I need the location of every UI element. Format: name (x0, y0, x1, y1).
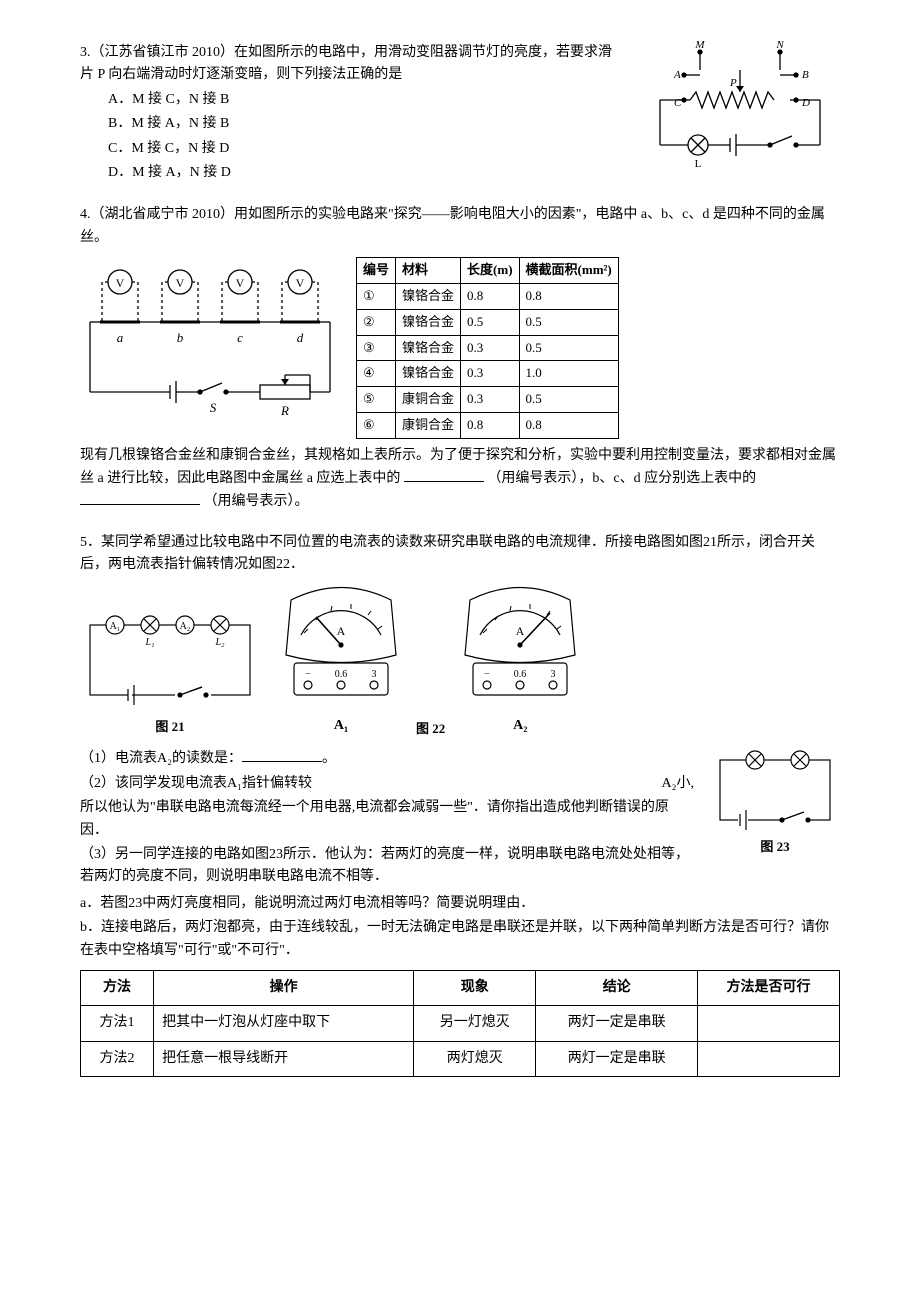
a2-label: A₂ (455, 715, 585, 737)
q4-th-length: 长度(m) (461, 258, 520, 284)
q4-th-material: 材料 (396, 258, 461, 284)
svg-text:b: b (177, 330, 184, 345)
label-N: N (775, 40, 784, 51)
q3-choice-a: A．M 接 C，N 接 B (108, 89, 624, 111)
q4-circuit-diagram: V V V V (80, 257, 340, 427)
q4-stem2: 现有几根镍铬合金丝和康铜合金丝，其规格如上表所示。为了便于探究和分析，实验中要利… (80, 445, 840, 514)
label-D: D (801, 97, 810, 109)
q5-methods-table: 方法 操作 现象 结论 方法是否可行 方法1 把其中一灯泡从灯座中取下 另一灯熄… (80, 970, 840, 1077)
label-B: B (802, 69, 809, 81)
fig23-label: 图 23 (710, 837, 840, 858)
table-row: ⑤康铜合金0.30.5 (357, 387, 619, 413)
q3-choice-c: C．M 接 C，N 接 D (108, 138, 624, 160)
q4-material-table: 编号 材料 长度(m) 横截面积(mm²) ①镍铬合金0.80.8 ②镍铬合金0… (356, 257, 619, 439)
q3-choices: A．M 接 C，N 接 B B．M 接 A，N 接 B C．M 接 C，N 接 … (108, 89, 624, 185)
label-L: L (695, 158, 702, 170)
svg-text:0.6: 0.6 (335, 669, 348, 680)
svg-text:V: V (176, 276, 185, 290)
svg-text:3: 3 (372, 669, 377, 680)
q4-stem1: 4.（湖北省咸宁市 2010）用如图所示的实验电路来"探究——影响电阻大小的因素… (80, 204, 840, 249)
svg-text:−: − (484, 669, 490, 680)
label-P: P (729, 77, 737, 89)
table-row: 方法2 把任意一根导线断开 两灯熄灭 两灯一定是串联 (81, 1041, 840, 1076)
svg-text:A₂: A₂ (180, 621, 191, 632)
q3-circuit-diagram: M N A B P C D (640, 40, 840, 170)
svg-text:V: V (236, 276, 245, 290)
q5-fig22: A − 0.6 3 A₁ 图 22 (276, 585, 585, 738)
q5-fig21: A₁ L₁ A₂ L₂ 图 21 (80, 615, 260, 738)
q4-tbody: ①镍铬合金0.80.8 ②镍铬合金0.50.5 ③镍铬合金0.30.5 ④镍铬合… (357, 283, 619, 438)
q3-stem: 3.（江苏省镇江市 2010）在如图所示的电路中，用滑动变阻器调节灯的亮度，若要… (80, 42, 624, 87)
q5-blank-reading[interactable] (242, 747, 322, 762)
label-M: M (694, 40, 705, 51)
svg-text:R: R (280, 403, 289, 418)
q5-stem: 5．某同学希望通过比较电路中不同位置的电流表的读数来研究串联电路的电流规律．所接… (80, 532, 840, 577)
q5-p2-line1: （2）该同学发现电流表A₁指针偏转较 A₂小, (80, 773, 694, 795)
a1-label: A₁ (276, 715, 406, 737)
svg-text:3: 3 (551, 669, 556, 680)
table-row: ②镍铬合金0.50.5 (357, 309, 619, 335)
svg-text:−: − (305, 669, 311, 680)
fig21-label: 图 21 (80, 717, 260, 738)
q3-choice-d: D．M 接 A，N 接 D (108, 162, 624, 184)
table-row: 方法1 把其中一灯泡从灯座中取下 另一灯熄灭 两灯一定是串联 (81, 1006, 840, 1041)
question-4: 4.（湖北省咸宁市 2010）用如图所示的实验电路来"探究——影响电阻大小的因素… (80, 204, 840, 514)
q3-choice-b: B．M 接 A，N 接 B (108, 113, 624, 135)
ammeter-a1-icon: A − 0.6 3 (276, 585, 406, 705)
table-row: ③镍铬合金0.30.5 (357, 335, 619, 361)
q4-blank-2[interactable] (80, 490, 200, 505)
q5-p2-tail: 所以他认为"串联电路电流每流经一个用电器,电流都会减弱一些"．请你指出造成他判断… (80, 797, 694, 842)
table-row: ⑥康铜合金0.80.8 (357, 412, 619, 438)
svg-text:A₁: A₁ (110, 621, 121, 632)
label-A: A (673, 69, 681, 81)
svg-text:c: c (237, 330, 243, 345)
q5-p1: （1）电流表A₂的读数是：。 (80, 747, 694, 770)
svg-text:S: S (210, 400, 217, 415)
q5-p3: （3）另一同学连接的电路如图23所示．他认为：若两灯的亮度一样，说明串联电路电流… (80, 844, 694, 889)
label-C: C (674, 97, 682, 109)
table-row: ①镍铬合金0.80.8 (357, 283, 619, 309)
table-row: ④镍铬合金0.31.0 (357, 361, 619, 387)
q5-fig23: 图 23 (710, 745, 840, 858)
q5-pa: a．若图23中两灯亮度相同，能说明流过两灯电流相等吗？简要说明理由． (80, 893, 840, 915)
q4-blank-1[interactable] (404, 467, 484, 482)
q5-pb: b．连接电路后，两灯泡都亮，由于连线较乱，一时无法确定电路是串联还是并联，以下两… (80, 917, 840, 962)
svg-text:V: V (116, 276, 125, 290)
q5-method2-answer[interactable] (698, 1041, 840, 1076)
svg-text:L₁: L₁ (144, 637, 154, 648)
ammeter-a2-icon: A − 0.6 3 (455, 585, 585, 705)
svg-text:a: a (117, 330, 124, 345)
svg-text:A: A (337, 624, 346, 638)
svg-text:V: V (296, 276, 305, 290)
q4-th-id: 编号 (357, 258, 396, 284)
fig22-label: 图 22 (416, 719, 445, 740)
svg-text:d: d (297, 330, 304, 345)
q5-method1-answer[interactable] (698, 1006, 840, 1041)
svg-text:A: A (516, 624, 525, 638)
question-5: 5．某同学希望通过比较电路中不同位置的电流表的读数来研究串联电路的电流规律．所接… (80, 532, 840, 1077)
svg-text:0.6: 0.6 (514, 669, 527, 680)
q4-th-area: 横截面积(mm²) (519, 258, 618, 284)
svg-text:L₂: L₂ (214, 637, 225, 648)
question-3: 3.（江苏省镇江市 2010）在如图所示的电路中，用滑动变阻器调节灯的亮度，若要… (80, 40, 840, 186)
